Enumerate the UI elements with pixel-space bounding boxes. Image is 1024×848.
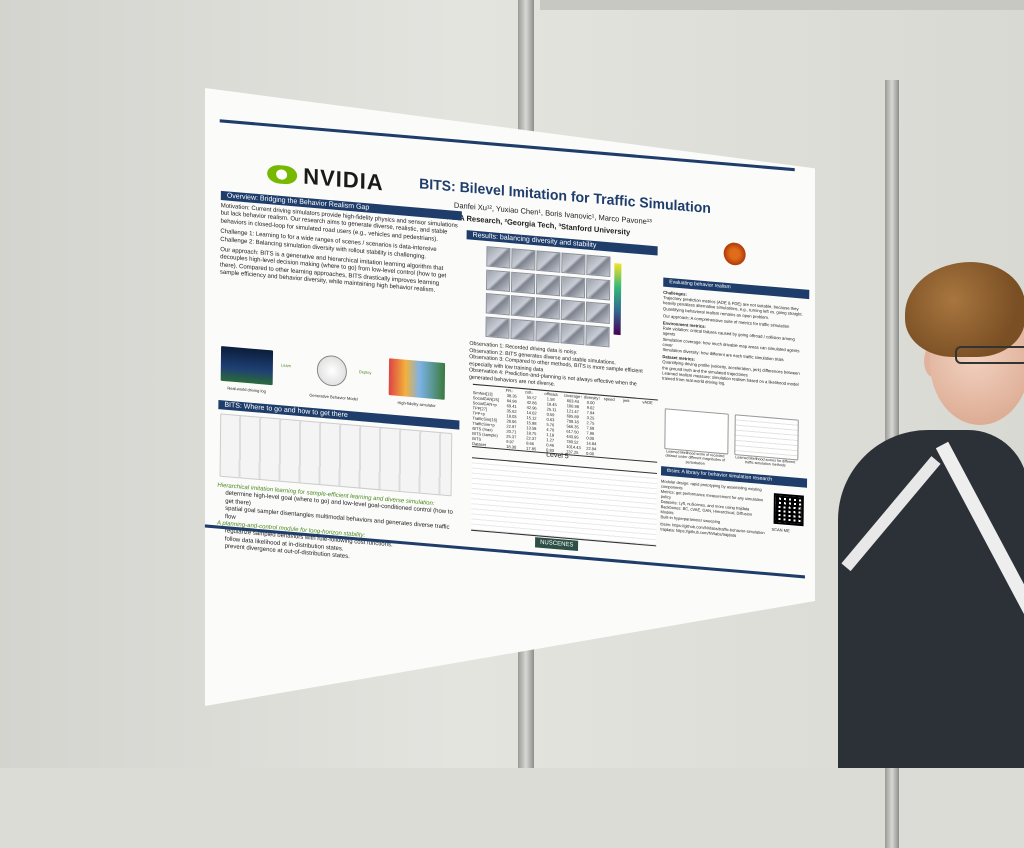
likelihood-plot	[664, 408, 729, 455]
result-cell	[561, 252, 586, 275]
result-cell	[586, 254, 611, 278]
fig-label-log: Real-world driving log	[227, 385, 266, 394]
nvidia-eye-icon	[267, 164, 298, 186]
level-label: Level 5	[546, 451, 569, 461]
logo-text: NVIDIA	[303, 163, 384, 196]
colorbar	[613, 263, 622, 336]
table-cell: 0.00	[586, 450, 595, 457]
result-cell	[560, 299, 585, 322]
result-cell	[560, 322, 585, 346]
result-cell	[560, 275, 586, 299]
result-cell	[485, 269, 511, 293]
results-table-top: FR↓ coll↓ offroad↓ coverage↑ diversity↑ …	[472, 383, 658, 463]
result-cell	[536, 250, 561, 273]
panel-frame-top	[540, 0, 1024, 10]
result-cell	[485, 293, 510, 316]
person-body	[838, 430, 1024, 768]
result-cell	[535, 297, 560, 320]
eval-text: Challenges: Trajectory prediction metric…	[662, 290, 803, 393]
result-cell	[535, 273, 561, 297]
poster-paper	[205, 88, 815, 706]
results-grid	[485, 246, 611, 348]
results-table-bottom	[471, 457, 658, 547]
deploy-arrow-label: Deploy	[358, 369, 372, 376]
result-cell	[510, 318, 535, 342]
result-cell	[535, 320, 560, 344]
table-cell: 17.85	[526, 445, 537, 452]
result-cell	[511, 248, 536, 271]
result-cell	[585, 324, 610, 348]
result-cell	[510, 295, 535, 318]
poster: NVIDIA BITS: Bilevel Imitation for Traff…	[204, 96, 810, 586]
glasses-icon	[955, 346, 1024, 364]
result-cell	[585, 301, 610, 324]
real-world-log-image	[220, 346, 274, 386]
behavior-model-icon	[316, 354, 348, 388]
likelihood-table	[734, 414, 799, 461]
nvidia-logo: NVIDIA	[267, 160, 384, 196]
simulator-image	[388, 358, 446, 400]
result-cell	[510, 271, 536, 295]
table-cell: 18.30	[506, 443, 517, 450]
fig-label-sim: High-fidelity simulator	[397, 399, 436, 409]
fig-label-model: Generative Behavior Model	[309, 392, 358, 402]
result-cell	[585, 278, 611, 301]
scan-me-label: SCAN ME	[771, 526, 790, 534]
person-hair	[905, 262, 1024, 357]
result-cell	[486, 246, 511, 269]
qr-code-icon	[773, 493, 804, 527]
result-cell	[485, 316, 510, 339]
conference-logo-icon	[723, 241, 746, 267]
tbsim-text: Modular design: rapid prototyping by ass…	[660, 478, 766, 540]
learn-arrow-label: Learn	[280, 362, 292, 369]
